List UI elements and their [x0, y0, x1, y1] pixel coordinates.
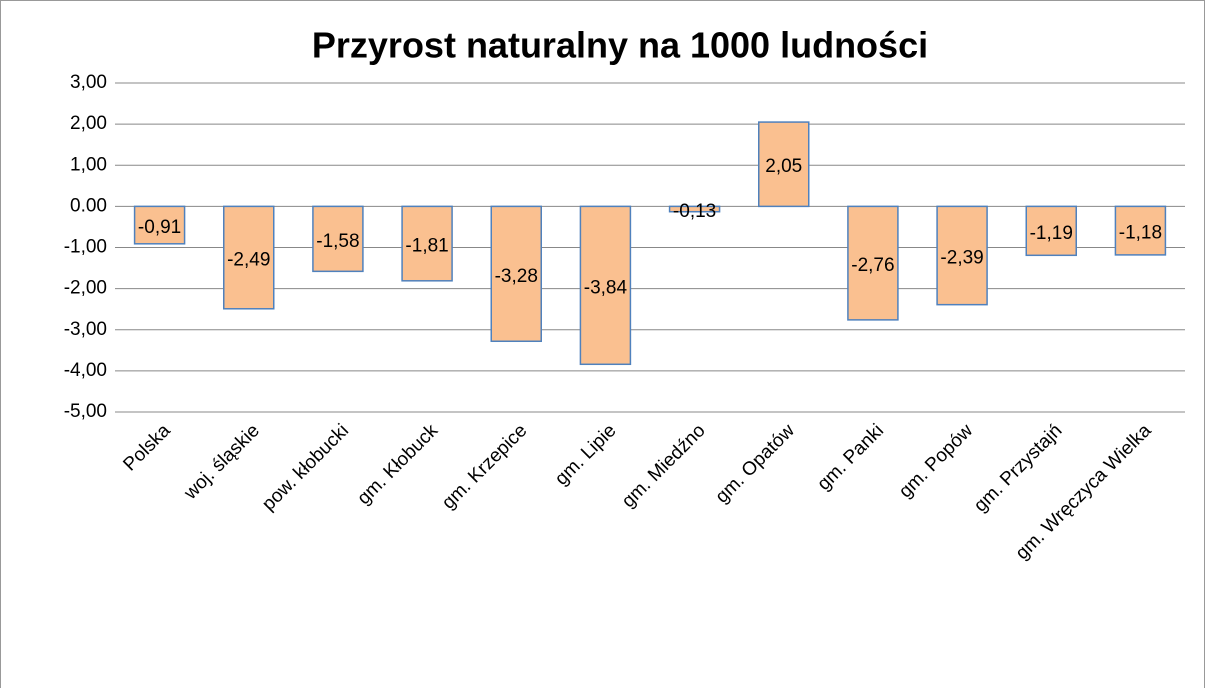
bar — [1025, 205, 1077, 257]
y-tick-label: -4,00 — [64, 360, 107, 381]
bar — [758, 121, 810, 208]
y-tick-label: 3,00 — [70, 72, 107, 93]
y-tick-label: -2,00 — [64, 278, 107, 299]
bar — [1114, 205, 1167, 256]
data-label: -2,76 — [851, 255, 894, 276]
data-label: -3,84 — [584, 277, 628, 298]
bar — [668, 205, 721, 213]
bar — [312, 205, 364, 273]
data-label: -1,58 — [316, 231, 359, 252]
bar — [847, 205, 899, 321]
bar — [401, 205, 453, 282]
y-tick-label: -1,00 — [64, 237, 107, 258]
bar — [490, 205, 542, 343]
data-label: -2,39 — [940, 248, 983, 269]
data-label: -2,49 — [227, 250, 270, 271]
y-tick-label: -5,00 — [64, 401, 107, 422]
data-label: -1,19 — [1030, 223, 1073, 244]
data-label: -3,28 — [495, 266, 538, 287]
bar — [223, 205, 275, 310]
data-label: 2,05 — [765, 156, 802, 177]
data-label: -0,13 — [673, 201, 716, 222]
data-label: -1,81 — [405, 236, 448, 257]
y-tick-label: 2,00 — [70, 113, 107, 134]
bar — [936, 205, 988, 306]
bar — [579, 205, 632, 366]
chart-title: Przyrost naturalny na 1000 ludności — [312, 25, 928, 66]
y-tick-label: 1,00 — [70, 154, 107, 175]
y-tick-label: -3,00 — [64, 319, 107, 340]
data-label: -0,91 — [138, 217, 181, 238]
y-tick-label: 0.00 — [70, 195, 107, 216]
data-label: -1,18 — [1119, 223, 1162, 244]
bar — [133, 205, 186, 245]
